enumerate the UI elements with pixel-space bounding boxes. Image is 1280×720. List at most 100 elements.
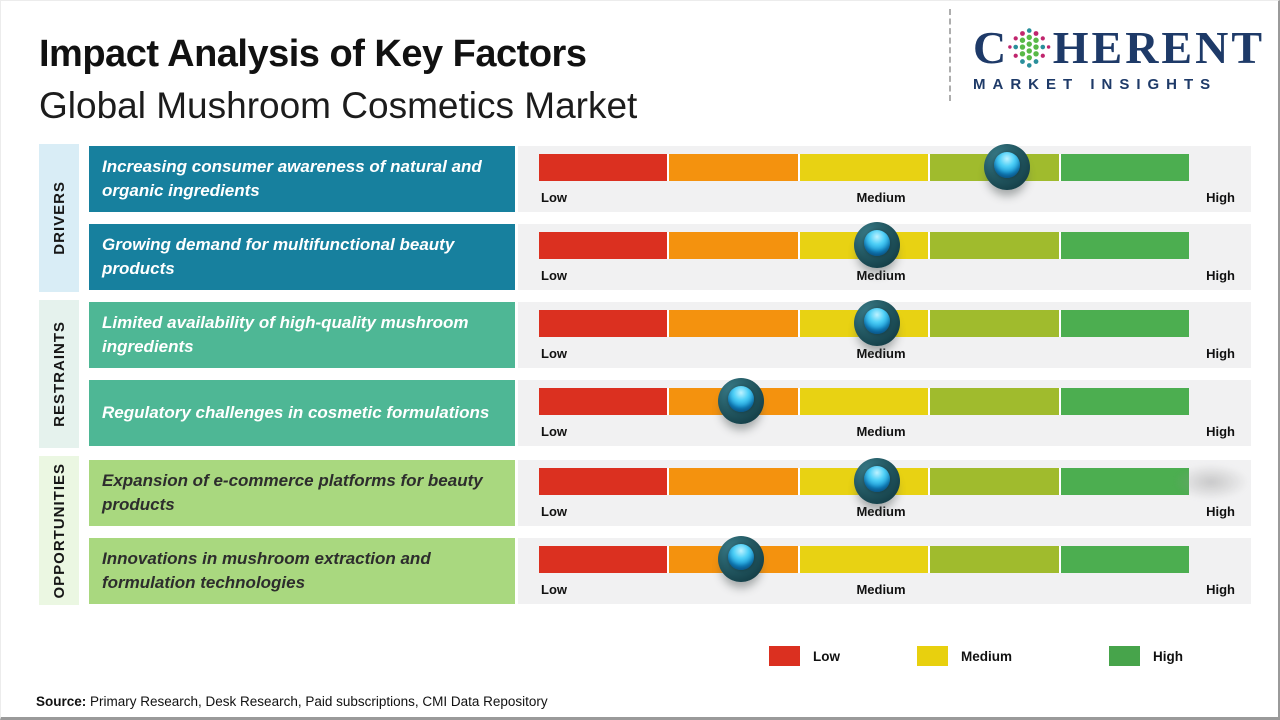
scale-label-low: Low — [541, 190, 567, 205]
group-strip-drivers: DRIVERS — [39, 144, 79, 292]
globe-dots-icon — [1008, 28, 1051, 68]
source-prefix: Source: — [36, 694, 87, 709]
impact-scale-bar — [539, 546, 1190, 573]
impact-slider-knob[interactable] — [717, 536, 764, 582]
bar-segment — [930, 232, 1059, 259]
bar-segment — [539, 310, 668, 337]
factor-box: Growing demand for multifunctional beaut… — [89, 224, 515, 290]
legend-item-medium: Medium — [917, 646, 1012, 666]
legend-item-high: High — [1109, 646, 1183, 666]
knob-glossy-center — [994, 152, 1020, 178]
impact-slider-knob[interactable] — [854, 458, 900, 504]
factor-label: Increasing consumer awareness of natural… — [102, 156, 482, 200]
scale-label-high: High — [1206, 268, 1235, 283]
bar-segment — [669, 310, 798, 337]
scale-label-high: High — [1206, 346, 1235, 361]
group-label-restraints: RESTRAINTS — [50, 321, 68, 427]
factor-label: Growing demand for multifunctional beaut… — [102, 234, 455, 278]
bar-segment — [1060, 310, 1190, 337]
knob-glossy-center — [727, 544, 754, 570]
factor-box: Increasing consumer awareness of natural… — [89, 146, 515, 212]
impact-slider: Low Medium High — [518, 536, 1251, 604]
bar-segment — [1060, 232, 1190, 259]
scale-label-medium: Medium — [856, 346, 906, 361]
impact-slider-knob[interactable] — [854, 300, 900, 346]
factor-label: Limited availability of high-quality mus… — [102, 312, 469, 356]
page-title: Impact Analysis of Key Factors — [39, 33, 587, 75]
bar-segment — [669, 154, 798, 181]
bar-segment — [930, 388, 1059, 415]
legend-item-low: Low — [769, 646, 840, 666]
bar-segment — [539, 232, 668, 259]
scale-label-low: Low — [541, 346, 567, 361]
logo-divider — [949, 9, 951, 101]
impact-scale-bar — [539, 154, 1190, 181]
knob-glossy-center — [864, 230, 890, 256]
impact-slider-knob[interactable] — [984, 144, 1030, 190]
bar-segment — [799, 546, 929, 573]
bar-segment — [669, 232, 798, 259]
bar-segment — [539, 388, 668, 415]
scale-label-medium: Medium — [856, 582, 906, 597]
scale-label-high: High — [1206, 582, 1235, 597]
bar-segment — [930, 468, 1059, 495]
scale-label-low: Low — [541, 504, 567, 519]
impact-slider: Low Medium High — [518, 222, 1251, 290]
legend-swatch-medium — [917, 646, 948, 666]
bar-segment — [1060, 388, 1190, 415]
factor-label: Regulatory challenges in cosmetic formul… — [102, 402, 490, 422]
scale-label-medium: Medium — [856, 504, 906, 519]
scale-label-medium: Medium — [856, 424, 906, 439]
factor-box: Expansion of e-commerce platforms for be… — [89, 460, 515, 526]
impact-slider-knob[interactable] — [854, 222, 900, 268]
factor-label: Innovations in mushroom extraction and f… — [102, 548, 431, 592]
bar-segment — [1060, 546, 1190, 573]
bar-segment — [1060, 468, 1190, 495]
impact-scale-bar — [539, 388, 1190, 415]
group-label-drivers: DRIVERS — [50, 181, 68, 255]
source-text: Primary Research, Desk Research, Paid su… — [86, 694, 548, 709]
knob-glossy-center — [727, 386, 754, 412]
impact-slider-knob[interactable] — [717, 378, 764, 424]
factor-label: Expansion of e-commerce platforms for be… — [102, 470, 483, 514]
logo-tagline: MARKET INSIGHTS — [973, 76, 1218, 93]
scale-label-medium: Medium — [856, 190, 906, 205]
impact-slider: Low Medium High — [518, 458, 1251, 526]
scale-label-high: High — [1206, 424, 1235, 439]
company-logo: C — [973, 25, 1265, 94]
scale-label-low: Low — [541, 268, 567, 283]
logo-letter-c: C — [973, 22, 1007, 73]
bar-segment — [799, 388, 929, 415]
factor-box: Regulatory challenges in cosmetic formul… — [89, 380, 515, 446]
bar-segment — [539, 468, 668, 495]
legend-label-low: Low — [813, 648, 840, 664]
motion-blur-smudge — [1173, 464, 1249, 500]
legend-swatch-high — [1109, 646, 1140, 666]
bar-segment — [669, 468, 798, 495]
bar-segment — [1060, 154, 1190, 181]
knob-glossy-center — [864, 466, 890, 492]
bar-segment — [930, 310, 1059, 337]
group-strip-opportunities: OPPORTUNITIES — [39, 456, 79, 605]
factor-box: Innovations in mushroom extraction and f… — [89, 538, 515, 604]
legend-label-medium: Medium — [961, 648, 1013, 664]
bar-segment — [799, 154, 929, 181]
scale-label-low: Low — [541, 582, 567, 597]
scale-label-low: Low — [541, 424, 567, 439]
impact-slider: Low Medium High — [518, 300, 1251, 368]
logo-letters-herent: HERENT — [1052, 22, 1265, 73]
page-subtitle: Global Mushroom Cosmetics Market — [39, 85, 638, 126]
group-label-opportunities: OPPORTUNITIES — [50, 462, 68, 599]
impact-slider: Low Medium High — [518, 144, 1251, 212]
bar-segment — [930, 546, 1059, 573]
logo-wordmark: C — [973, 25, 1265, 71]
bar-segment — [539, 546, 668, 573]
knob-glossy-center — [864, 308, 890, 334]
scale-label-medium: Medium — [856, 268, 906, 283]
factor-box: Limited availability of high-quality mus… — [89, 302, 515, 368]
impact-slider: Low Medium High — [518, 378, 1251, 446]
legend-swatch-low — [769, 646, 800, 666]
source-line: Source: Primary Research, Desk Research,… — [36, 694, 548, 709]
bar-segment — [539, 154, 668, 181]
